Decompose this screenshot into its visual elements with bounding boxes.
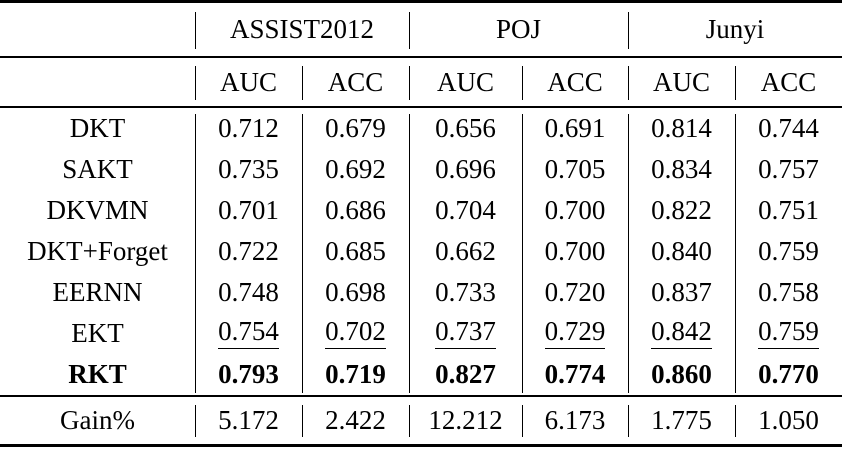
metric-value: 0.748	[195, 272, 302, 313]
table-row-eernn: EERNN 0.748 0.698 0.733 0.720 0.837 0.75…	[0, 272, 842, 313]
metric-value: 0.834	[628, 149, 735, 190]
metric-value: 0.656	[409, 107, 522, 149]
dataset-group-header-row: ASSIST2012 POJ Junyi	[0, 1, 842, 58]
underlined-value: 0.842	[651, 318, 712, 349]
metric-value: 0.758	[735, 272, 842, 313]
table-row-rkt: RKT 0.793 0.719 0.827 0.774 0.860 0.770	[0, 354, 842, 396]
metric-value-bold: 0.719	[302, 354, 409, 396]
metric-value: 0.722	[195, 231, 302, 272]
model-label: EERNN	[52, 277, 143, 307]
model-label: RKT	[68, 359, 127, 389]
metric-value: 0.698	[302, 272, 409, 313]
metric-value: 0.757	[735, 149, 842, 190]
metric-value: 0.691	[522, 107, 628, 149]
gain-row: Gain% 5.172 2.422 12.212 6.173 1.775 1.0…	[0, 395, 842, 446]
metric-value: 0.700	[522, 190, 628, 231]
metric-value: 0.712	[195, 107, 302, 149]
metric-header-row: AUC ACC AUC ACC AUC ACC	[0, 57, 842, 108]
metric-value-underlined: 0.737	[409, 313, 522, 354]
table-row-dkvmn: DKVMN 0.701 0.686 0.704 0.700 0.822 0.75…	[0, 190, 842, 231]
metric-value-underlined: 0.729	[522, 313, 628, 354]
underlined-value: 0.754	[218, 318, 279, 349]
metric-value: 0.744	[735, 107, 842, 149]
table-row-dkt: DKT 0.712 0.679 0.656 0.691 0.814 0.744	[0, 107, 842, 149]
metric-header: ACC	[735, 57, 842, 108]
gain-value: 12.212	[409, 395, 522, 446]
gain-label: Gain%	[0, 395, 195, 446]
metric-value: 0.822	[628, 190, 735, 231]
metric-header: ACC	[302, 57, 409, 108]
metric-value: 0.705	[522, 149, 628, 190]
metric-value-bold: 0.827	[409, 354, 522, 396]
metric-header: AUC	[628, 57, 735, 108]
table-row-ekt: EKT 0.754 0.702 0.737 0.729 0.842 0.759	[0, 313, 842, 354]
metric-value: 0.686	[302, 190, 409, 231]
metric-value: 0.685	[302, 231, 409, 272]
metric-value: 0.720	[522, 272, 628, 313]
corner-cell	[0, 57, 195, 108]
table-row-dkt-forget: DKT+Forget 0.722 0.685 0.662 0.700 0.840…	[0, 231, 842, 272]
metric-value: 0.733	[409, 272, 522, 313]
metric-value-underlined: 0.754	[195, 313, 302, 354]
metric-value: 0.701	[195, 190, 302, 231]
metric-value-bold: 0.860	[628, 354, 735, 396]
metric-value-underlined: 0.702	[302, 313, 409, 354]
model-label: DKT	[69, 113, 126, 143]
metric-value: 0.840	[628, 231, 735, 272]
underlined-value: 0.759	[758, 318, 819, 349]
metric-value-bold: 0.793	[195, 354, 302, 396]
table-row-sakt: SAKT 0.735 0.692 0.696 0.705 0.834 0.757	[0, 149, 842, 190]
model-label: SAKT	[62, 154, 133, 184]
metric-value: 0.759	[735, 231, 842, 272]
group-header-assist2012: ASSIST2012	[195, 1, 409, 58]
model-label: DKVMN	[46, 195, 149, 225]
group-header-poj: POJ	[409, 1, 628, 58]
model-label: DKT+Forget	[27, 236, 168, 266]
metric-value: 0.662	[409, 231, 522, 272]
metric-value: 0.692	[302, 149, 409, 190]
gain-value: 2.422	[302, 395, 409, 446]
underlined-value: 0.729	[544, 318, 606, 349]
metric-value: 0.700	[522, 231, 628, 272]
metric-header: AUC	[409, 57, 522, 108]
underlined-value: 0.737	[435, 318, 496, 349]
metric-value: 0.837	[628, 272, 735, 313]
group-header-junyi: Junyi	[628, 1, 842, 58]
gain-value: 5.172	[195, 395, 302, 446]
metric-value: 0.751	[735, 190, 842, 231]
gain-value: 1.050	[735, 395, 842, 446]
metric-value-bold: 0.770	[735, 354, 842, 396]
metric-value-bold: 0.774	[522, 354, 628, 396]
metric-value: 0.735	[195, 149, 302, 190]
model-label: EKT	[71, 318, 124, 348]
metric-value-underlined: 0.759	[735, 313, 842, 354]
metric-header: ACC	[522, 57, 628, 108]
metric-value: 0.814	[628, 107, 735, 149]
gain-value: 6.173	[522, 395, 628, 446]
metric-header: AUC	[195, 57, 302, 108]
gain-value: 1.775	[628, 395, 735, 446]
metric-value: 0.696	[409, 149, 522, 190]
underlined-value: 0.702	[325, 318, 386, 349]
metric-value: 0.704	[409, 190, 522, 231]
metric-value: 0.679	[302, 107, 409, 149]
corner-cell	[0, 1, 195, 58]
metric-value-underlined: 0.842	[628, 313, 735, 354]
